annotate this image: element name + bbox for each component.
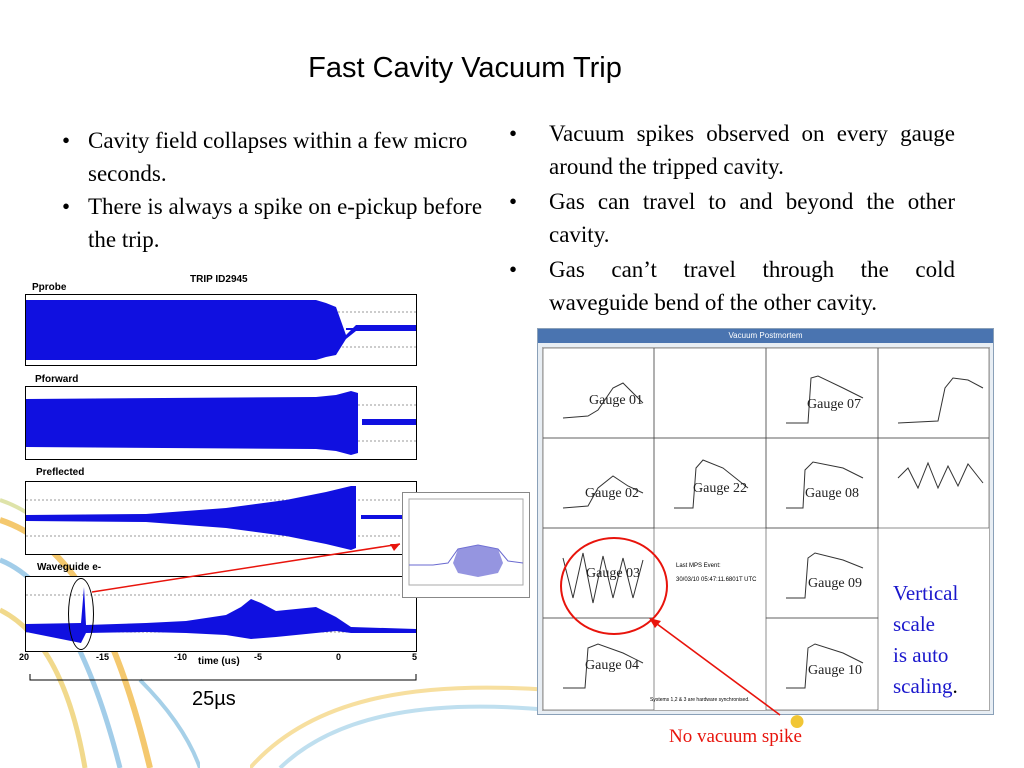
right-bullet: Gas can’t travel through the cold wavegu…	[505, 253, 955, 319]
scale-note-line: Vertical	[893, 581, 959, 605]
gauge-label: Gauge 01	[589, 393, 644, 408]
left-bullet: There is always a spike on e-pickup befo…	[58, 190, 488, 256]
left-bullet: Cavity field collapses within a few micr…	[58, 124, 488, 190]
right-bullet: Gas can travel to and beyond the other c…	[505, 185, 955, 251]
zoom-pointer-line	[91, 543, 401, 593]
scale-note-line: is auto	[893, 643, 949, 667]
span-bracket	[29, 674, 417, 681]
event-line: 30/03/10 05:47:11.6801T UTC	[676, 577, 757, 583]
x-tick: -10	[174, 652, 188, 662]
gauge03-highlight-circle	[560, 537, 668, 635]
trip-plot-title: TRIP ID2945	[190, 274, 248, 285]
no-spike-label: No vacuum spike	[669, 726, 802, 747]
spike-highlight-ellipse	[68, 578, 94, 650]
scale-note-period: .	[952, 674, 958, 698]
channel-label-waveguide: Waveguide e-	[37, 562, 102, 573]
pforward-panel	[25, 386, 417, 460]
right-bullet-list: Vacuum spikes observed on every gauge ar…	[505, 117, 955, 321]
channel-label-pprobe: Pprobe	[32, 282, 67, 293]
preflected-panel	[25, 481, 417, 555]
event-text: Last MPS Event: 30/03/10 05:47:11.6801T …	[676, 559, 757, 587]
decorative-swoosh-2	[250, 685, 550, 768]
left-bullet-list: Cavity field collapses within a few micr…	[58, 124, 488, 256]
scale-note-line: scaling.	[893, 671, 958, 702]
gauge-label: Gauge 10	[808, 663, 863, 678]
gauge-label: Gauge 04	[585, 658, 640, 673]
x-tick: 0	[336, 652, 342, 662]
zoom-inset-panel	[402, 492, 530, 598]
x-tick: -15	[96, 652, 110, 662]
channel-label-preflected: Preflected	[36, 467, 85, 478]
x-tick: 20	[19, 652, 30, 662]
gauge-label: Gauge 07	[807, 397, 862, 412]
gauge-grid	[542, 347, 990, 711]
gauge-label: Gauge 22	[693, 481, 748, 496]
postmortem-titlebar: Vacuum Postmortem	[538, 329, 993, 343]
no-spike-arrow	[649, 618, 781, 716]
x-tick: 5	[412, 652, 418, 662]
gauge-label: Gauge 08	[805, 486, 860, 501]
x-axis-label: time (us)	[198, 656, 240, 667]
scale-note-word: scaling	[893, 674, 953, 698]
right-bullet: Vacuum spikes observed on every gauge ar…	[505, 117, 955, 183]
pprobe-panel	[25, 294, 417, 366]
event-line: Last MPS Event:	[676, 563, 721, 569]
postmortem-window: Vacuum Postmortem	[537, 328, 994, 715]
scale-note: Vertical scale is auto scaling.	[893, 578, 958, 702]
span-label: 25µs	[192, 688, 236, 710]
gauge-label: Gauge 02	[585, 486, 640, 501]
channel-label-pforward: Pforward	[35, 374, 79, 385]
x-tick: -5	[254, 652, 263, 662]
slide-title: Fast Cavity Vacuum Trip	[308, 52, 622, 84]
diamond-logo: ●	[788, 704, 807, 737]
scale-note-line: scale	[893, 612, 935, 636]
sync-text: Systems 1,2 & 3 are hardware synchronise…	[650, 697, 750, 703]
gauge-label: Gauge 09	[808, 576, 863, 591]
